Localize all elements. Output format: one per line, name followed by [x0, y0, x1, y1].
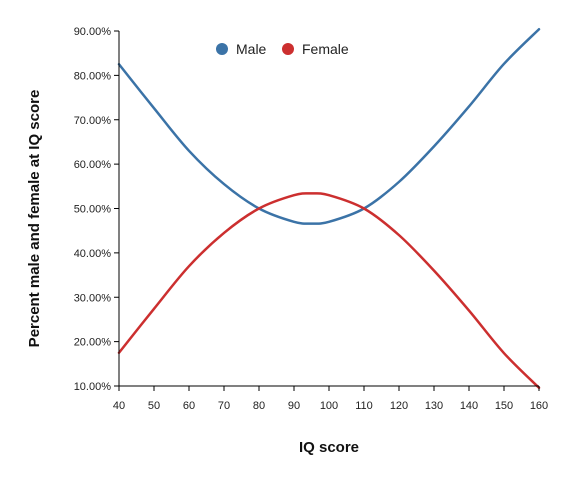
y-tick-label: 40.00%: [74, 248, 112, 260]
y-tick-label: 70.00%: [74, 115, 112, 127]
series-line-male: [117, 27, 541, 225]
x-tick-label: 110: [355, 400, 373, 412]
x-tick-label: 50: [148, 400, 160, 412]
x-tick-label: 100: [320, 400, 338, 412]
legend-swatch-female: [282, 43, 294, 55]
y-tick-label: 10.00%: [74, 381, 112, 393]
legend-label-female: Female: [302, 41, 349, 57]
y-tick-label: 50.00%: [74, 204, 112, 216]
x-axis-title: IQ score: [299, 439, 359, 456]
legend: Male Female: [216, 41, 349, 57]
axes: [118, 31, 539, 387]
y-tick-label: 80.00%: [74, 70, 112, 82]
x-tick-label: 80: [253, 400, 265, 412]
y-axis-title: Percent male and female at IQ score: [26, 90, 43, 348]
x-tick-label: 60: [183, 400, 195, 412]
y-tick-label: 30.00%: [74, 292, 112, 304]
x-tick-label: 40: [113, 400, 125, 412]
legend-swatch-male: [216, 43, 228, 55]
y-ticks: 10.00% 20.00% 30.00% 40.00% 50.00% 60.00% 70.0…: [74, 26, 119, 393]
y-tick-label: 90.00%: [74, 26, 112, 38]
x-tick-label: 150: [495, 400, 513, 412]
x-tick-label: 70: [218, 400, 230, 412]
plot-lines: [117, 27, 541, 390]
x-tick-label: 160: [530, 400, 548, 412]
legend-label-male: Male: [236, 41, 267, 57]
series-line-female: [117, 192, 541, 390]
x-tick-label: 90: [288, 400, 300, 412]
x-ticks: 40 50 60 70 80 90 100 110 120 130 140 150 160: [113, 386, 548, 412]
x-tick-label: 120: [390, 400, 408, 412]
x-tick-label: 130: [425, 400, 443, 412]
y-tick-label: 20.00%: [74, 337, 112, 349]
y-tick-label: 60.00%: [74, 159, 112, 171]
x-tick-label: 140: [460, 400, 478, 412]
